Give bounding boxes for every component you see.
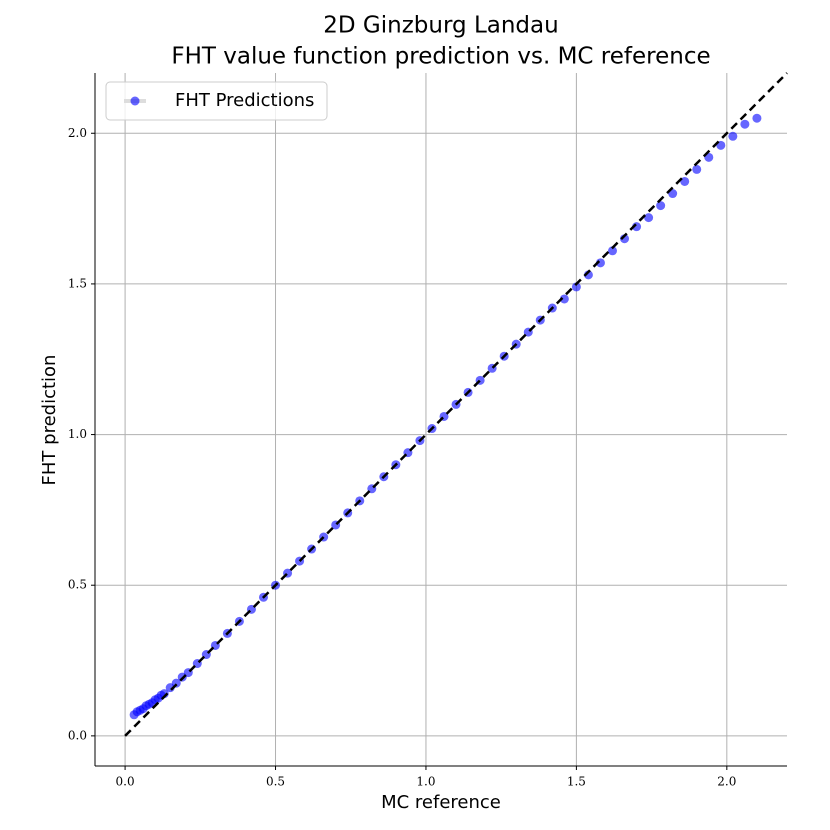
y-tick-label: 1.0 <box>68 427 87 441</box>
reference-line <box>124 72 788 737</box>
legend-swatch <box>130 96 140 106</box>
y-tick-label: 0.5 <box>68 578 87 592</box>
legend-label: FHT Predictions <box>175 90 314 111</box>
y-tick-label: 1.5 <box>68 276 87 290</box>
x-tick-label: 1.0 <box>416 775 435 789</box>
point <box>752 113 762 123</box>
x-tick-label: 1.5 <box>567 775 586 789</box>
y-tick-label: 2.0 <box>68 126 87 140</box>
y-tick-label: 0.0 <box>68 728 87 742</box>
point <box>571 282 581 292</box>
point <box>692 164 702 174</box>
point <box>728 131 738 141</box>
point <box>559 294 569 304</box>
point <box>740 119 750 129</box>
x-tick-label: 0.5 <box>266 775 285 789</box>
chart-title: 2D Ginzburg Landau <box>323 13 558 39</box>
x-tick-label: 0.0 <box>116 775 135 789</box>
point <box>656 201 666 211</box>
chart-subtitle: FHT value function prediction vs. MC ref… <box>171 44 710 70</box>
y-axis-label: FHT prediction <box>39 355 60 486</box>
legend-box <box>105 81 328 121</box>
x-axis-label: MC reference <box>381 792 501 813</box>
point <box>644 213 654 223</box>
x-tick-label: 2.0 <box>717 775 736 789</box>
point <box>607 246 617 256</box>
